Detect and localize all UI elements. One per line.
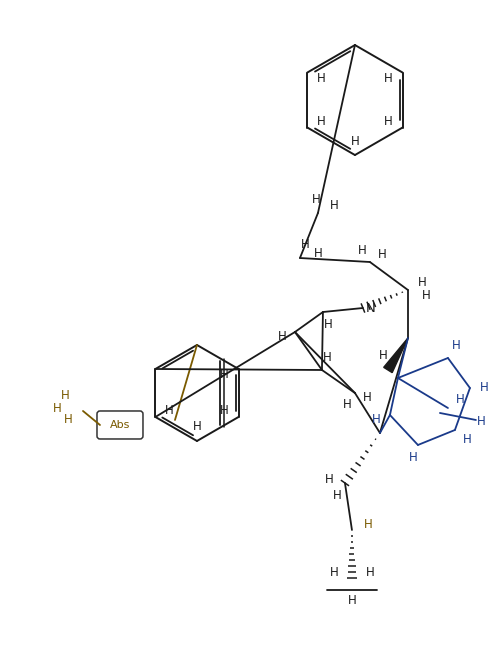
Text: H: H [325,473,333,486]
Text: H: H [301,237,309,250]
Text: H: H [451,340,460,353]
Text: H: H [418,276,427,288]
Text: H: H [480,381,488,394]
Text: N: N [366,301,376,314]
Text: H: H [366,567,374,580]
Text: H: H [220,368,229,381]
Text: H: H [317,115,325,128]
Text: H: H [378,248,386,261]
Text: H: H [463,434,471,447]
FancyBboxPatch shape [97,411,143,439]
Text: H: H [363,391,371,404]
Text: H: H [329,198,338,211]
Text: H: H [358,243,366,256]
Text: Abs: Abs [110,420,130,430]
Text: H: H [343,398,351,411]
Text: H: H [323,351,331,364]
Text: H: H [165,404,174,417]
Text: H: H [311,192,320,205]
Text: H: H [456,394,464,406]
Text: H: H [422,288,430,301]
Text: H: H [314,246,323,259]
Text: H: H [278,331,286,344]
Text: H: H [220,404,229,417]
Text: H: H [379,349,387,363]
Text: H: H [53,402,61,415]
Text: H: H [477,415,485,428]
Text: H: H [317,72,325,85]
Polygon shape [384,338,408,373]
Text: H: H [371,413,380,426]
Text: H: H [364,518,372,531]
Text: H: H [350,134,359,147]
Text: H: H [384,115,393,128]
Text: H: H [347,595,356,608]
Text: H: H [193,421,202,434]
Text: H: H [63,413,72,426]
Text: H: H [333,490,341,503]
Text: H: H [61,389,69,402]
Text: H: H [324,318,332,331]
Text: H: H [408,451,417,464]
Text: H: H [329,567,338,580]
Text: H: H [384,72,393,85]
